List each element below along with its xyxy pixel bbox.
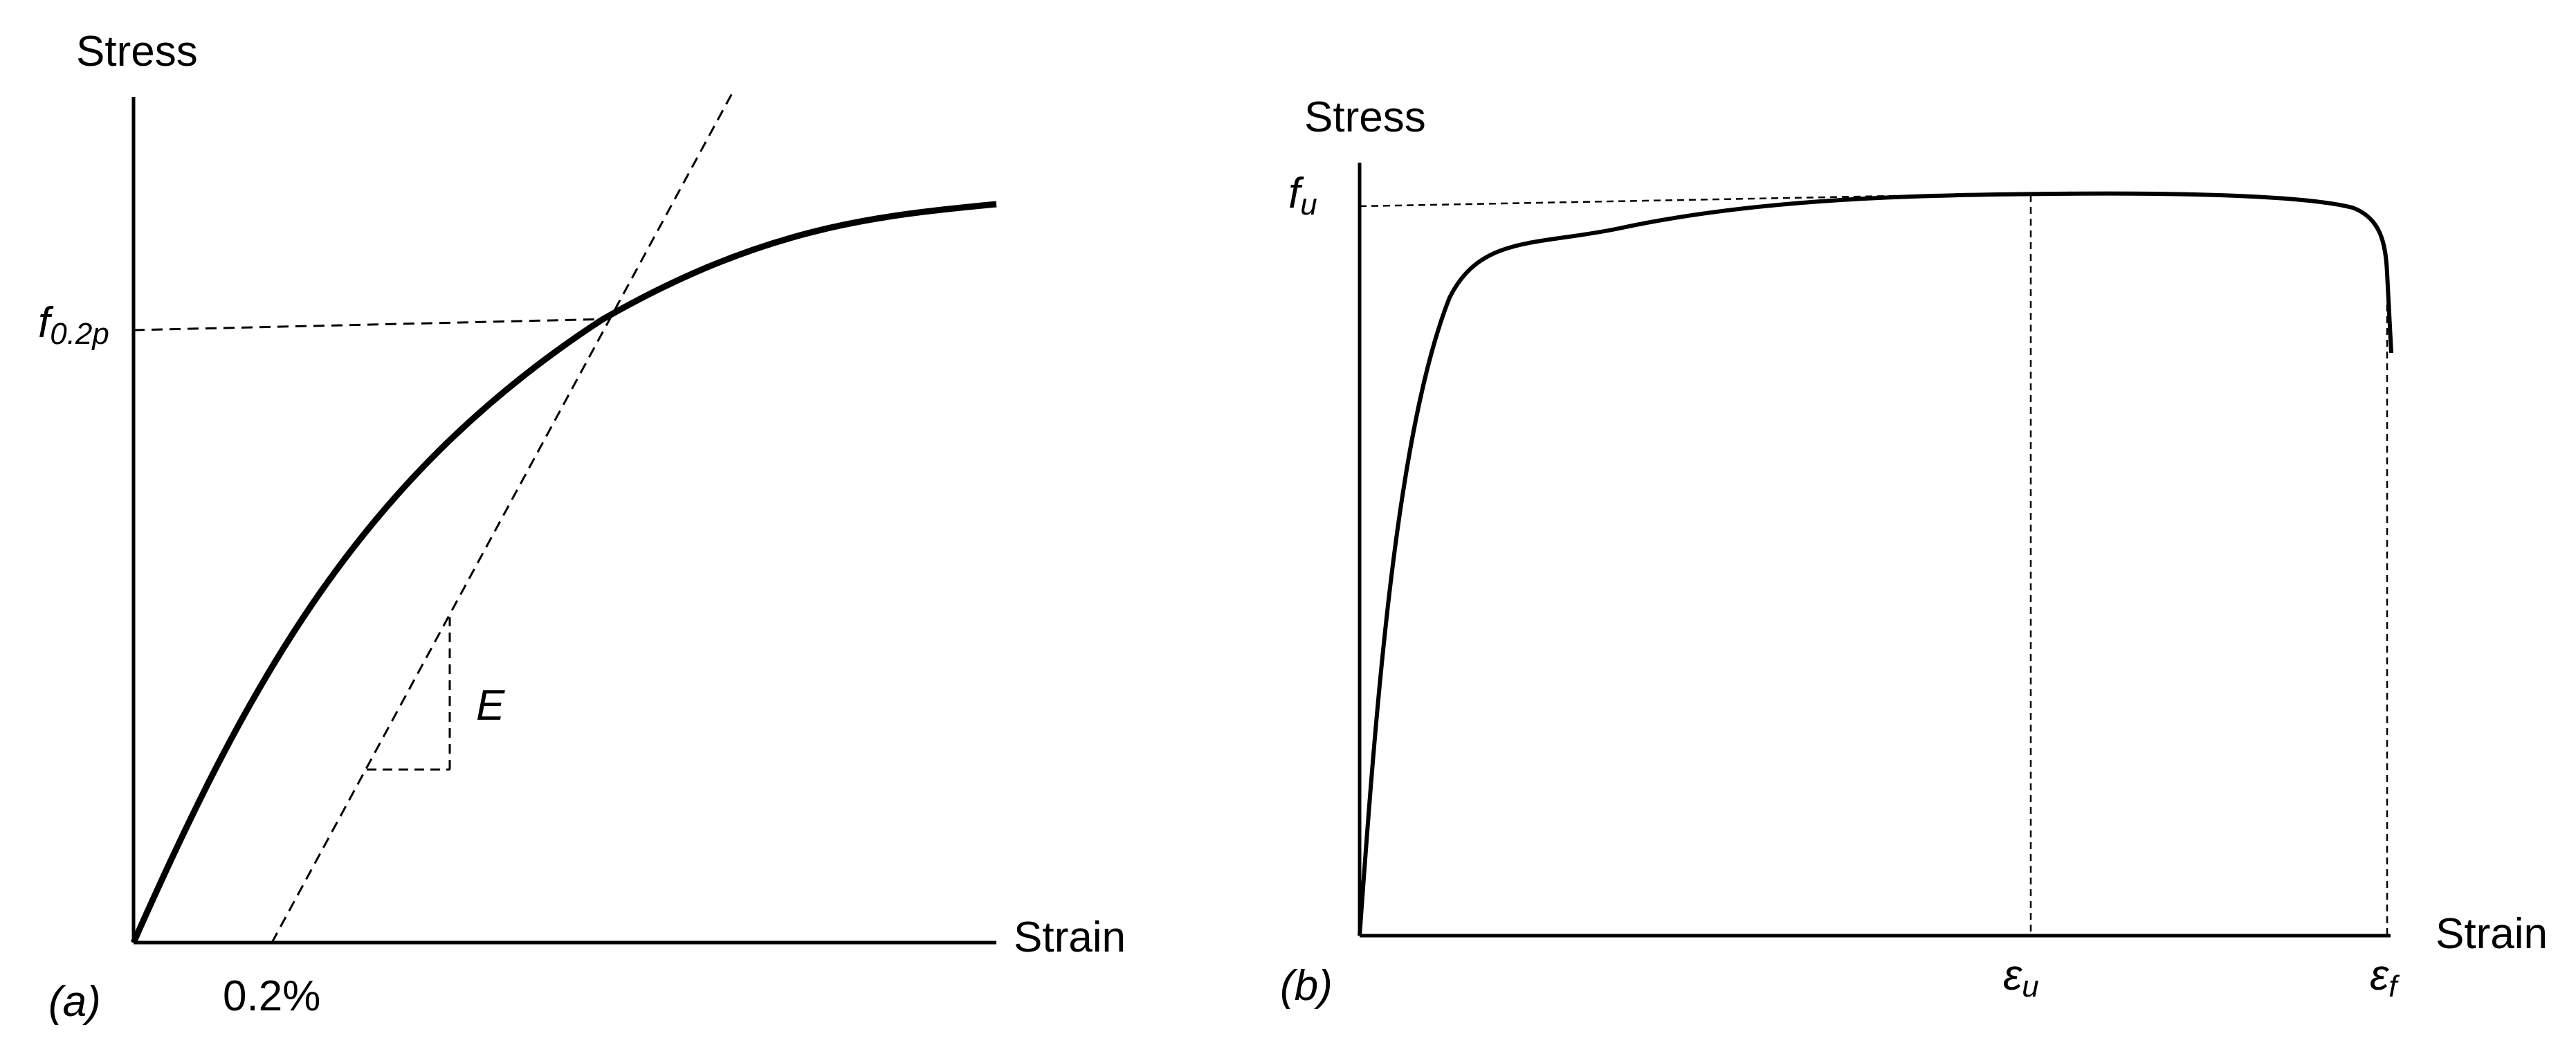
panel-a-panel-label: (a)	[48, 978, 101, 1026]
panel-b-ultimate-stress-label: fu	[1288, 170, 1317, 221]
panel-a-yield-stress-label: f0.2p	[38, 299, 109, 351]
panel-a: Stress Strain f0.2p E 0.2% (a)	[38, 28, 1126, 1026]
panel-a-yield-stress-line	[133, 318, 610, 331]
panel-a-offset-line	[271, 93, 733, 943]
panel-a-x-axis-label: Strain	[1014, 914, 1126, 961]
panel-a-modulus-label: E	[476, 682, 505, 729]
panel-a-offset-label: 0.2%	[223, 972, 320, 1020]
panel-a-y-axis-label: Stress	[76, 28, 198, 75]
panel-b-y-axis-label: Stress	[1304, 93, 1426, 141]
panel-b-panel-label: (b)	[1280, 962, 1333, 1010]
panel-b: Stress Strain fu εu εf (b)	[1280, 93, 2548, 1010]
panel-b-stress-strain-curve	[1358, 191, 2393, 936]
panel-a-stress-strain-curve	[130, 201, 997, 944]
panel-b-uniform-strain-label: εu	[2003, 952, 2039, 1003]
panel-b-x-axis-label: Strain	[2436, 910, 2548, 958]
panel-b-fracture-strain-label: εf	[2370, 952, 2400, 1003]
panel-b-ultimate-stress-line	[1359, 191, 2076, 208]
